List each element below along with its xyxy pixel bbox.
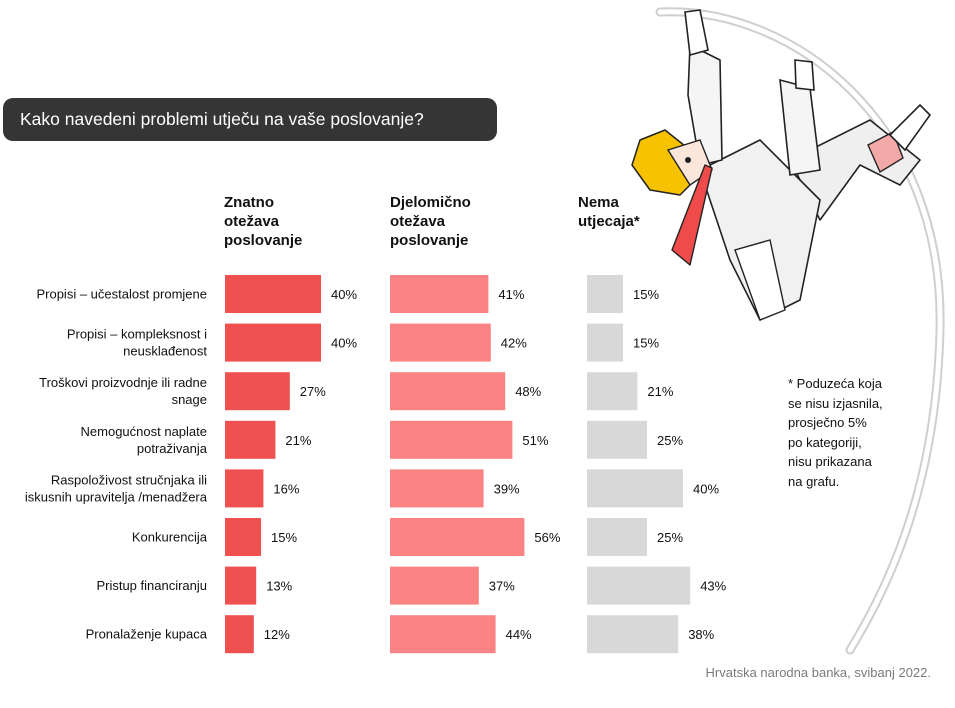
value-label-znatno-otezava-poslovanje-7: 13% xyxy=(266,579,292,594)
bar-djelomicno-otezava-poslovanje-8 xyxy=(390,615,496,654)
category-label-konkurencija: Konkurencija xyxy=(132,530,208,545)
footnote-line: * Poduzeća koja xyxy=(788,376,882,391)
column-header-line: Nema xyxy=(578,194,619,211)
bar-znatno-otezava-poslovanje-2 xyxy=(225,323,321,362)
column-header-line: poslovanje xyxy=(390,232,469,249)
value-label-znatno-otezava-poslovanje-3: 27% xyxy=(300,384,326,399)
category-label-pristup-financiranju: Pristup financiranju xyxy=(96,578,207,593)
source-note: Hrvatska narodna banka, svibanj 2022. xyxy=(705,665,931,680)
value-label-djelomicno-otezava-poslovanje-8: 44% xyxy=(506,627,532,642)
bar-znatno-otezava-poslovanje-4 xyxy=(225,420,276,459)
value-label-nema-utjecaja-8: 38% xyxy=(688,627,714,642)
bar-nema-utjecaja-6 xyxy=(587,518,647,556)
column-header-line: Znatno xyxy=(224,194,274,211)
value-label-znatno-otezava-poslovanje-5: 16% xyxy=(273,481,299,496)
value-label-djelomicno-otezava-poslovanje-4: 51% xyxy=(522,433,548,448)
column-header-line: Djelomično xyxy=(390,194,471,211)
value-label-nema-utjecaja-4: 25% xyxy=(657,433,683,448)
bar-nema-utjecaja-8 xyxy=(587,615,679,654)
bar-nema-utjecaja-1 xyxy=(587,275,623,313)
bar-znatno-otezava-poslovanje-7 xyxy=(225,566,257,605)
footnote-line: prosječno 5% xyxy=(788,415,867,430)
value-label-nema-utjecaja-7: 43% xyxy=(700,579,726,594)
footnote-line: na grafu. xyxy=(788,473,840,489)
bar-nema-utjecaja-5 xyxy=(587,469,683,508)
footnote-line: se nisu izjasnila, xyxy=(788,395,883,411)
value-label-nema-utjecaja-5: 40% xyxy=(693,481,719,496)
value-label-znatno-otezava-poslovanje-4: 21% xyxy=(285,433,311,448)
value-label-znatno-otezava-poslovanje-2: 40% xyxy=(331,336,357,351)
category-label-nemogucnost-naplate: Nemogućnost naplate potraživanja xyxy=(81,424,208,456)
column-header-djelomicno: Djelomično otežava poslovanje xyxy=(390,193,540,250)
category-label-propisi-ucestalost-promjene: Propisi – učestalost promjene xyxy=(36,287,207,302)
column-header-nema: Nema utjecaja* xyxy=(578,193,728,231)
bar-znatno-otezava-poslovanje-3 xyxy=(225,372,290,411)
bar-djelomicno-otezava-poslovanje-4 xyxy=(390,420,513,459)
chart-title: Kako navedeni problemi utječu na vaše po… xyxy=(3,98,497,141)
column-header-line: otežava xyxy=(390,213,446,230)
bar-znatno-otezava-poslovanje-5 xyxy=(225,469,264,508)
bar-djelomicno-otezava-poslovanje-5 xyxy=(390,469,484,508)
bar-djelomicno-otezava-poslovanje-6 xyxy=(390,518,525,556)
bar-znatno-otezava-poslovanje-6 xyxy=(225,518,261,556)
footnote-line: po kategoriji, xyxy=(788,434,862,450)
value-label-djelomicno-otezava-poslovanje-6: 56% xyxy=(534,530,560,545)
bar-djelomicno-otezava-poslovanje-2 xyxy=(390,323,491,362)
value-label-djelomicno-otezava-poslovanje-2: 42% xyxy=(501,336,527,351)
bar-djelomicno-otezava-poslovanje-1 xyxy=(390,275,489,313)
value-label-znatno-otezava-poslovanje-1: 40% xyxy=(331,287,357,302)
value-label-djelomicno-otezava-poslovanje-5: 39% xyxy=(494,481,520,496)
column-header-line: otežava xyxy=(224,213,280,230)
category-label-propisi-kompleksnost-i: Propisi – kompleksnost i neusklađenost xyxy=(67,327,208,359)
bar-nema-utjecaja-4 xyxy=(587,420,647,459)
column-header-znatno: Znatno otežava poslovanje xyxy=(224,193,374,250)
pole-vaulter-businessman-icon xyxy=(631,7,945,655)
bar-znatno-otezava-poslovanje-1 xyxy=(225,275,321,313)
bar-nema-utjecaja-2 xyxy=(587,323,623,362)
value-label-nema-utjecaja-2: 15% xyxy=(633,336,659,351)
bar-znatno-otezava-poslovanje-8 xyxy=(225,615,254,654)
chart-canvas: Propisi – učestalost promjene 40% 41% 15% Pr… xyxy=(25,275,727,654)
value-label-djelomicno-otezava-poslovanje-3: 48% xyxy=(515,384,541,399)
bar-djelomicno-otezava-poslovanje-7 xyxy=(390,566,479,605)
value-label-djelomicno-otezava-poslovanje-7: 37% xyxy=(489,579,515,594)
bar-djelomicno-otezava-poslovanje-3 xyxy=(390,372,506,411)
value-label-znatno-otezava-poslovanje-8: 12% xyxy=(264,627,290,642)
value-label-nema-utjecaja-1: 15% xyxy=(633,287,659,302)
column-header-line: poslovanje xyxy=(224,232,303,249)
value-label-nema-utjecaja-6: 25% xyxy=(657,530,683,545)
column-header-line: utjecaja* xyxy=(578,213,640,230)
category-label-troskovi-proizvodnje-ili-radne: Troškovi proizvodnje ili radne snage xyxy=(39,375,207,407)
footnote: * Poduzeća koja se nisu izjasnila, prosj… xyxy=(788,374,928,491)
value-label-znatno-otezava-poslovanje-6: 15% xyxy=(271,530,297,545)
bar-nema-utjecaja-3 xyxy=(587,372,638,411)
bar-nema-utjecaja-7 xyxy=(587,566,691,605)
footnote-line: nisu prikazana xyxy=(788,454,872,469)
category-label-pronalazenje-kupaca: Pronalaženje kupaca xyxy=(86,627,208,642)
value-label-nema-utjecaja-3: 21% xyxy=(647,384,673,399)
value-label-djelomicno-otezava-poslovanje-1: 41% xyxy=(498,287,524,302)
category-label-raspolozivost-strucnjaka-ili: Raspoloživost stručnjaka ili iskusnih upr… xyxy=(25,472,208,504)
